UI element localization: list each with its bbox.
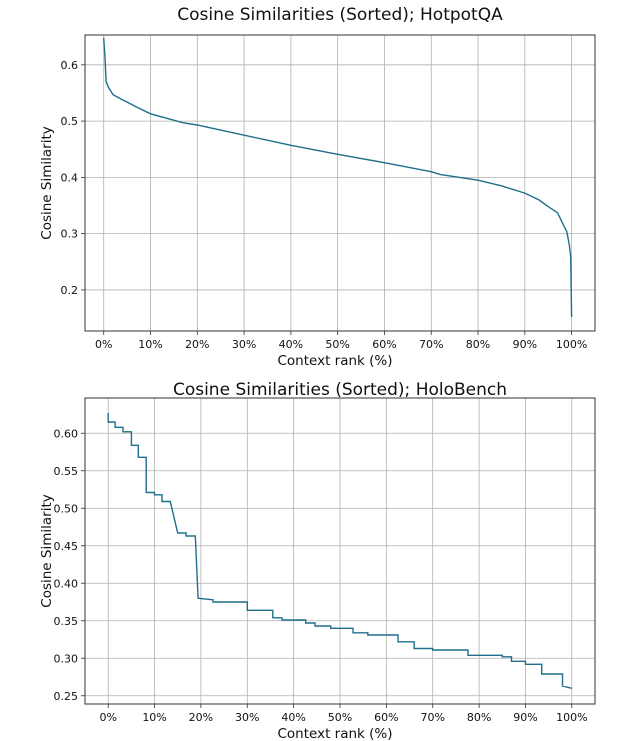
x-tick-label: 40% <box>279 338 303 351</box>
series-line-holobench <box>107 413 572 689</box>
x-tick-label: 50% <box>325 338 349 351</box>
chart-title: Cosine Similarities (Sorted); HotpotQA <box>177 5 503 25</box>
y-tick-label: 0.30 <box>54 652 79 665</box>
x-tick-label: 80% <box>466 338 490 351</box>
x-tick-label: 20% <box>189 711 213 724</box>
x-tick-label: 90% <box>513 338 537 351</box>
y-axis-label: Cosine Similarity <box>39 494 55 607</box>
x-tick-label: 50% <box>328 711 352 724</box>
y-tick-label: 0.25 <box>54 690 79 703</box>
x-tick-label: 30% <box>232 338 256 351</box>
x-axis-label: Context rank (%) <box>277 726 392 741</box>
series-line-hotpotqa <box>103 37 573 317</box>
x-tick-label: 10% <box>138 338 162 351</box>
x-tick-label: 100% <box>556 711 587 724</box>
chart-1: 0% 10% 20% 30% 40% 50% 60% 70% 80% 90% 100% 0.2 0.3 0… <box>39 5 596 369</box>
y-tick-label: 0.2 <box>61 284 79 297</box>
x-tick-label: 20% <box>185 338 209 351</box>
y-tick-label: 0.5 <box>61 115 79 128</box>
chart-2: 0% 10% 20% 30% 40% 50% 60% 70% 80% 90% 100% 0.25 0.3… <box>39 380 596 741</box>
x-tick-label: 80% <box>467 711 491 724</box>
y-tick-label: 0.4 <box>61 171 79 184</box>
x-tick-label: 60% <box>372 338 396 351</box>
x-tick-label: 0% <box>99 711 116 724</box>
x-tick-label: 90% <box>513 711 537 724</box>
x-axis-label: Context rank (%) <box>277 353 392 369</box>
y-tick-label: 0.50 <box>54 502 79 515</box>
y-tick-label: 0.60 <box>54 427 79 440</box>
y-tick-label: 0.6 <box>61 59 79 72</box>
x-tick-label: 100% <box>556 338 587 351</box>
x-tick-label: 40% <box>281 711 305 724</box>
plot-frame <box>84 34 596 332</box>
x-tick-label: 0% <box>95 338 112 351</box>
y-tick-label: 0.45 <box>54 540 79 553</box>
plot-frame <box>84 397 596 705</box>
y-tick-label: 0.40 <box>54 577 79 590</box>
y-axis-label: Cosine Similarity <box>39 126 55 239</box>
x-tick-label: 60% <box>374 711 398 724</box>
x-tick-label: 30% <box>235 711 259 724</box>
x-tick-label: 70% <box>421 711 445 724</box>
chart-title: Cosine Similarities (Sorted); HoloBench <box>173 380 507 400</box>
x-tick-label: 10% <box>142 711 166 724</box>
y-tick-label: 0.3 <box>61 228 79 241</box>
y-tick-label: 0.55 <box>54 465 79 478</box>
x-tick-label: 70% <box>419 338 443 351</box>
y-tick-label: 0.35 <box>54 615 79 628</box>
